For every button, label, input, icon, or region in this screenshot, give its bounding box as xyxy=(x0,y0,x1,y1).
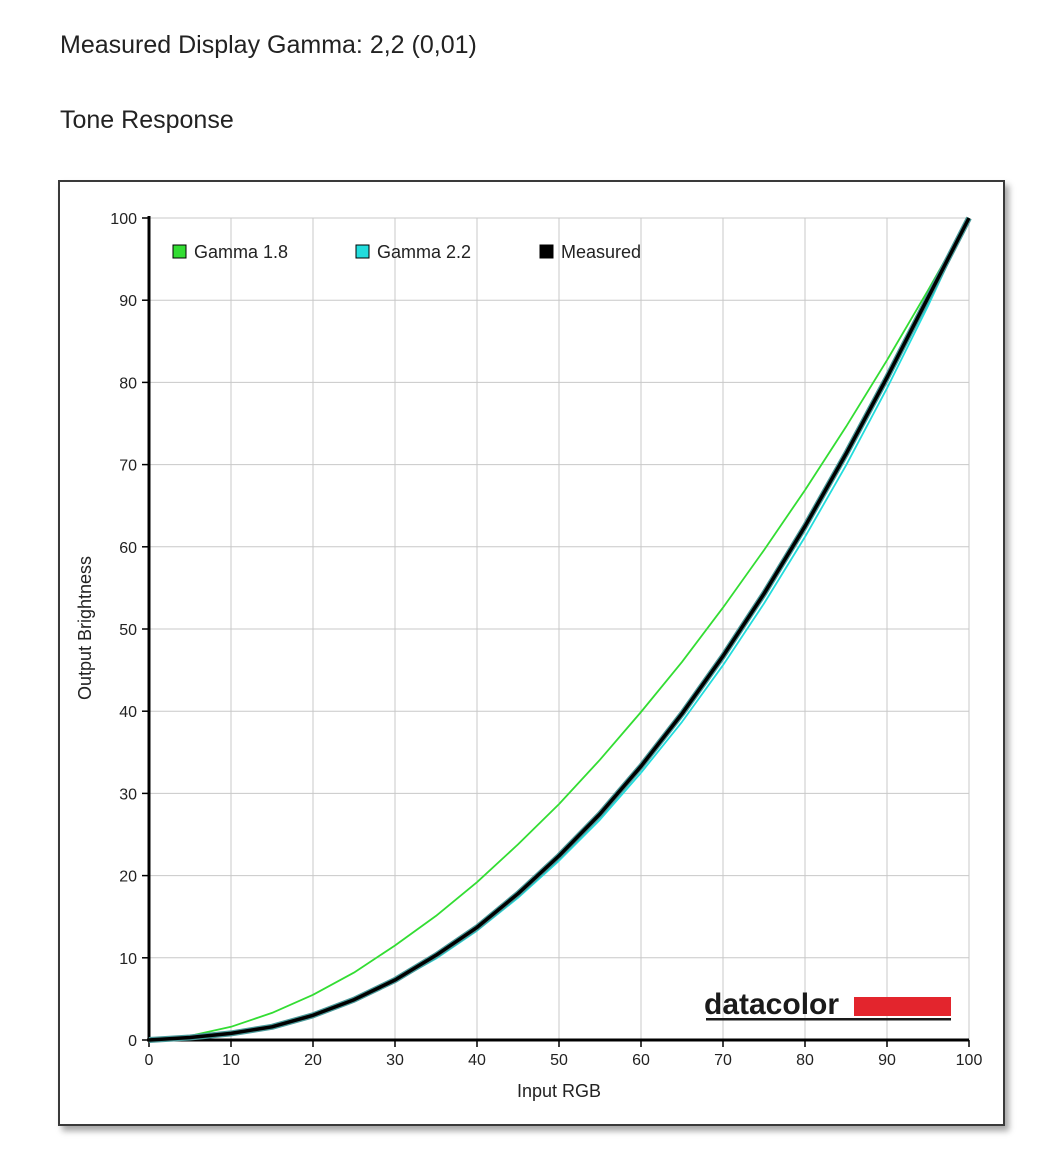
axis-labels: Input RGB Output Brightness xyxy=(75,556,601,1101)
x-tick-label: 30 xyxy=(386,1052,404,1069)
y-axis-title: Output Brightness xyxy=(75,556,95,700)
x-tick-label: 40 xyxy=(468,1052,486,1069)
y-tick-label: 40 xyxy=(119,704,137,721)
legend-swatch xyxy=(355,244,370,259)
y-tick-label: 50 xyxy=(119,622,137,639)
y-tick-label: 90 xyxy=(119,293,137,310)
y-tick-label: 100 xyxy=(110,211,137,228)
x-axis-title: Input RGB xyxy=(517,1081,601,1101)
x-tick-label: 70 xyxy=(714,1052,732,1069)
tone-response-chart: 0 10 20 30 40 50 60 70 80 90 100 0 10 20 30 40 50 60 70 80 9… xyxy=(58,180,1005,1126)
x-tick-label: 50 xyxy=(550,1052,568,1069)
y-tick-label: 0 xyxy=(128,1033,137,1050)
y-tick-label: 30 xyxy=(119,786,137,803)
legend-swatch xyxy=(539,244,554,259)
logo-text: datacolor xyxy=(704,988,839,1021)
y-tick-label: 80 xyxy=(119,375,137,392)
x-tick-label: 60 xyxy=(632,1052,650,1069)
tone-response-heading: Tone Response xyxy=(60,106,234,134)
logo-red-bar xyxy=(854,997,951,1016)
y-tick-label: 20 xyxy=(119,869,137,886)
x-tick-label: 100 xyxy=(956,1052,983,1069)
legend-label: Gamma 2.2 xyxy=(377,242,471,262)
y-tick-label: 70 xyxy=(119,458,137,475)
series-lines xyxy=(148,216,972,1043)
x-tick-label: 10 xyxy=(222,1052,240,1069)
legend-label: Gamma 1.8 xyxy=(194,242,288,262)
x-tick-label: 0 xyxy=(145,1052,154,1069)
logo-underline xyxy=(706,1018,951,1021)
measured-gamma-heading: Measured Display Gamma: 2,2 (0,01) xyxy=(60,31,477,59)
x-tick-label: 80 xyxy=(796,1052,814,1069)
legend: Gamma 1.8 Gamma 2.2 Measured xyxy=(172,242,641,262)
y-tick-label: 10 xyxy=(119,951,137,968)
series-line-gamma-1-8 xyxy=(148,217,970,1041)
legend-label: Measured xyxy=(561,242,641,262)
legend-swatch xyxy=(172,244,187,259)
chart-svg: 0 10 20 30 40 50 60 70 80 90 100 0 10 20 30 40 50 60 70 80 9… xyxy=(75,211,982,1101)
series-line-measured xyxy=(148,217,971,1042)
datacolor-logo: datacolor xyxy=(704,988,951,1021)
x-tick-label: 90 xyxy=(878,1052,896,1069)
grid xyxy=(149,217,970,1040)
axes: 0 10 20 30 40 50 60 70 80 90 100 0 10 20 30 40 50 60 70 80 9… xyxy=(110,211,982,1069)
x-tick-label: 20 xyxy=(304,1052,322,1069)
y-tick-label: 60 xyxy=(119,540,137,557)
